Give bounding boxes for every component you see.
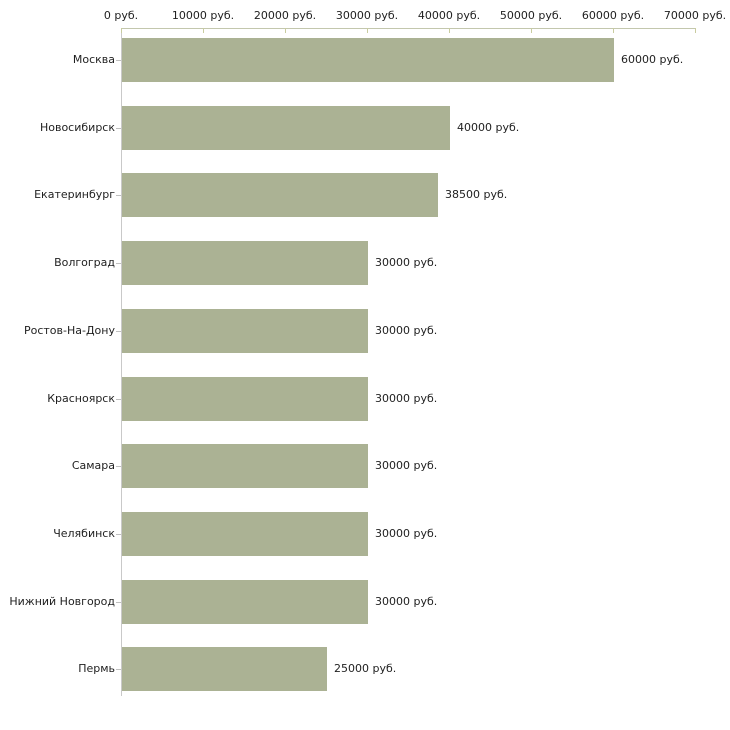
x-axis-tick-label: 10000 руб. (171, 9, 235, 22)
y-axis-line (121, 28, 122, 696)
category-label: Пермь (78, 662, 115, 675)
x-axis-tick-label: 0 руб. (103, 9, 139, 22)
x-axis-tick (203, 28, 204, 33)
x-axis-tick (449, 28, 450, 33)
value-label: 30000 руб. (375, 527, 438, 540)
y-axis-tick (116, 602, 121, 603)
bar (122, 309, 368, 353)
value-label: 38500 руб. (445, 188, 508, 201)
category-label: Ростов-На-Дону (23, 324, 115, 337)
category-label: Нижний Новгород (9, 595, 115, 608)
category-label: Красноярск (47, 392, 115, 405)
category-label: Екатеринбург (34, 188, 115, 201)
x-axis-tick (285, 28, 286, 33)
value-label: 30000 руб. (375, 595, 438, 608)
category-label: Волгоград (54, 256, 115, 269)
category-label: Челябинск (53, 527, 115, 540)
y-axis-tick (116, 466, 121, 467)
x-axis-tick (695, 28, 696, 33)
bar (122, 377, 368, 421)
value-label: 30000 руб. (375, 459, 438, 472)
category-label: Новосибирск (39, 121, 115, 134)
y-axis-tick (116, 128, 121, 129)
y-axis-tick (116, 331, 121, 332)
bar (122, 580, 368, 624)
y-axis-tick (116, 195, 121, 196)
x-axis-line (121, 28, 696, 29)
x-axis-tick-label: 50000 руб. (499, 9, 563, 22)
x-axis-tick (531, 28, 532, 33)
value-label: 30000 руб. (375, 392, 438, 405)
x-axis-tick-label: 60000 руб. (581, 9, 645, 22)
bar (122, 647, 327, 691)
value-label: 60000 руб. (621, 53, 684, 66)
x-axis-tick-label: 20000 руб. (253, 9, 317, 22)
value-label: 25000 руб. (334, 662, 397, 675)
x-axis-tick (121, 28, 122, 33)
value-label: 30000 руб. (375, 324, 438, 337)
bar (122, 241, 368, 285)
x-axis-tick-label: 30000 руб. (335, 9, 399, 22)
x-axis-tick-label: 40000 руб. (417, 9, 481, 22)
category-label: Самара (71, 459, 115, 472)
bar (122, 444, 368, 488)
y-axis-tick (116, 399, 121, 400)
value-label: 30000 руб. (375, 256, 438, 269)
x-axis-tick (613, 28, 614, 33)
bar (122, 106, 450, 150)
x-axis-tick (367, 28, 368, 33)
bar (122, 173, 438, 217)
y-axis-tick (116, 263, 121, 264)
value-label: 40000 руб. (457, 121, 520, 134)
category-label: Москва (72, 53, 115, 66)
bar (122, 512, 368, 556)
y-axis-tick (116, 60, 121, 61)
y-axis-tick (116, 534, 121, 535)
x-axis-tick-label: 70000 руб. (663, 9, 727, 22)
y-axis-tick (116, 669, 121, 670)
bar (122, 38, 614, 82)
